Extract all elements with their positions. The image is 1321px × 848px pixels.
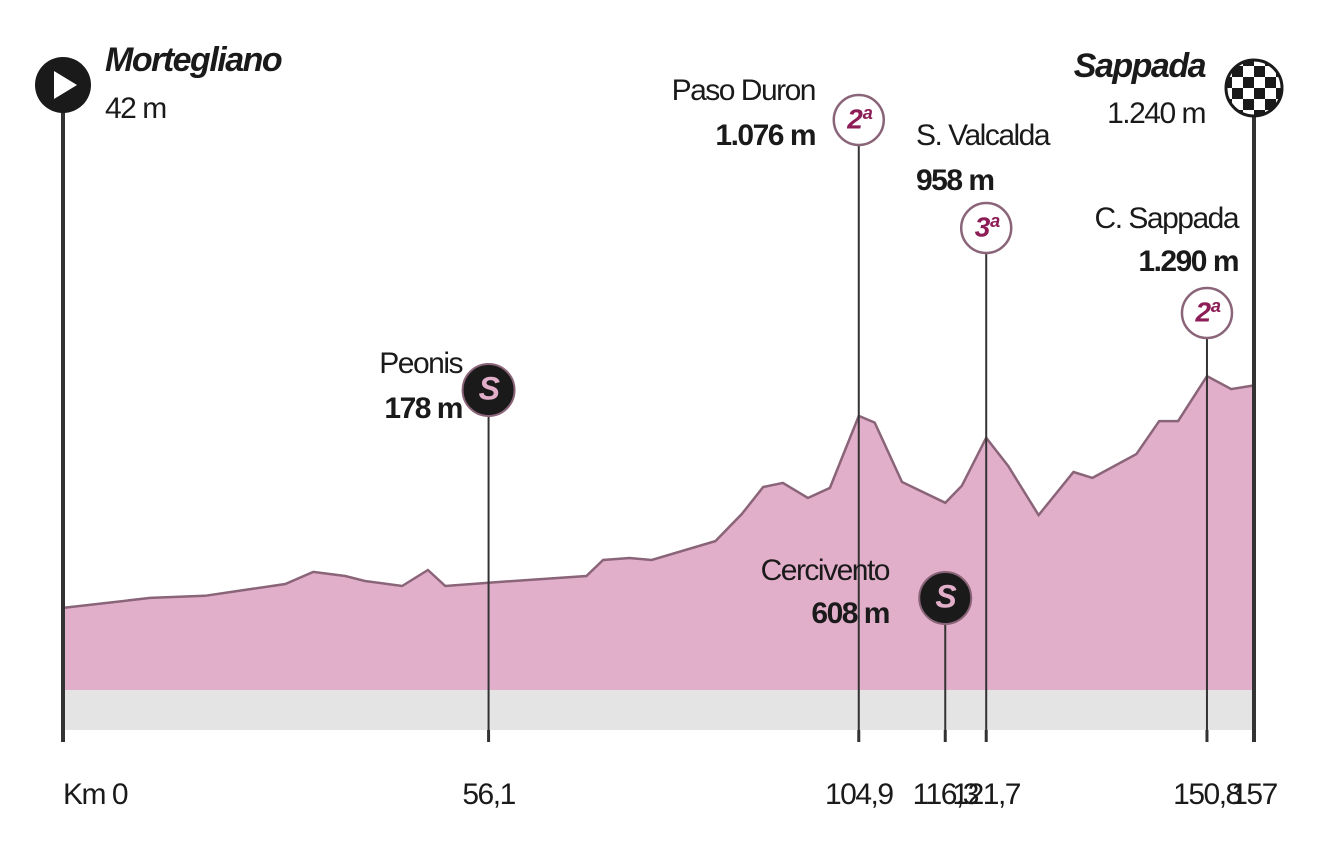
checker-square xyxy=(1254,110,1265,115)
checker-square xyxy=(1232,88,1243,99)
start-arrow xyxy=(54,71,77,99)
checker-square xyxy=(1265,99,1276,110)
climb-category: 2ª xyxy=(846,103,872,134)
waypoint-elevation: 1.290 m xyxy=(1138,245,1238,278)
waypoint-elevation: 958 m xyxy=(916,164,994,197)
waypoint-name: Cercivento xyxy=(761,554,890,587)
road-band xyxy=(63,690,1254,730)
waypoint-elevation: 42 m xyxy=(105,92,166,125)
waypoint-elevation: 1.240 m xyxy=(1107,97,1205,130)
waypoint-name: Mortegliano xyxy=(105,41,282,79)
waypoint-name: Sappada xyxy=(1074,47,1206,85)
climb-icon xyxy=(832,93,886,147)
checker-square xyxy=(1243,61,1254,66)
checker-square xyxy=(1227,77,1232,88)
checker-square xyxy=(1232,66,1243,77)
x-tick-label: 121,7 xyxy=(952,778,1020,811)
waypoint-elevation: 608 m xyxy=(811,597,889,630)
checker-square xyxy=(1265,77,1276,88)
checker-square xyxy=(1276,110,1281,115)
waypoint-name: Peonis xyxy=(379,347,462,380)
sprint-letter: S xyxy=(479,370,501,406)
checker-square xyxy=(1227,61,1232,66)
checker-square xyxy=(1254,66,1265,77)
checker-square xyxy=(1243,99,1254,110)
checker-square xyxy=(1254,88,1265,99)
x-tick-label: 157 xyxy=(1231,778,1277,811)
x-tick-label: 150,8 xyxy=(1173,778,1241,811)
x-tick-label: Km 0 xyxy=(63,778,128,811)
checker-square xyxy=(1276,88,1281,99)
elevation-line xyxy=(62,374,1255,610)
x-tick-label: 104,9 xyxy=(825,778,893,811)
climb-icon xyxy=(1180,286,1234,340)
elevation-area xyxy=(63,376,1254,690)
climb-icon xyxy=(959,201,1013,255)
x-tick-label: 56,1 xyxy=(462,778,515,811)
waypoint-elevation: 178 m xyxy=(384,392,462,425)
sprint-icon xyxy=(461,363,516,417)
waypoint-name: C. Sappada xyxy=(1095,202,1240,235)
climb-category: 2ª xyxy=(1194,296,1220,327)
waypoint-name: Paso Duron xyxy=(672,74,815,107)
sprint-icon xyxy=(918,571,973,625)
x-tick-label: 116,3 xyxy=(913,778,979,811)
checker xyxy=(1227,61,1281,115)
waypoint-name: S. Valcalda xyxy=(916,119,1051,152)
waypoint-elevation: 1.076 m xyxy=(715,119,815,152)
climb-category: 3ª xyxy=(975,211,1000,242)
sprint-letter: S xyxy=(935,578,957,614)
checker-square xyxy=(1243,77,1254,88)
